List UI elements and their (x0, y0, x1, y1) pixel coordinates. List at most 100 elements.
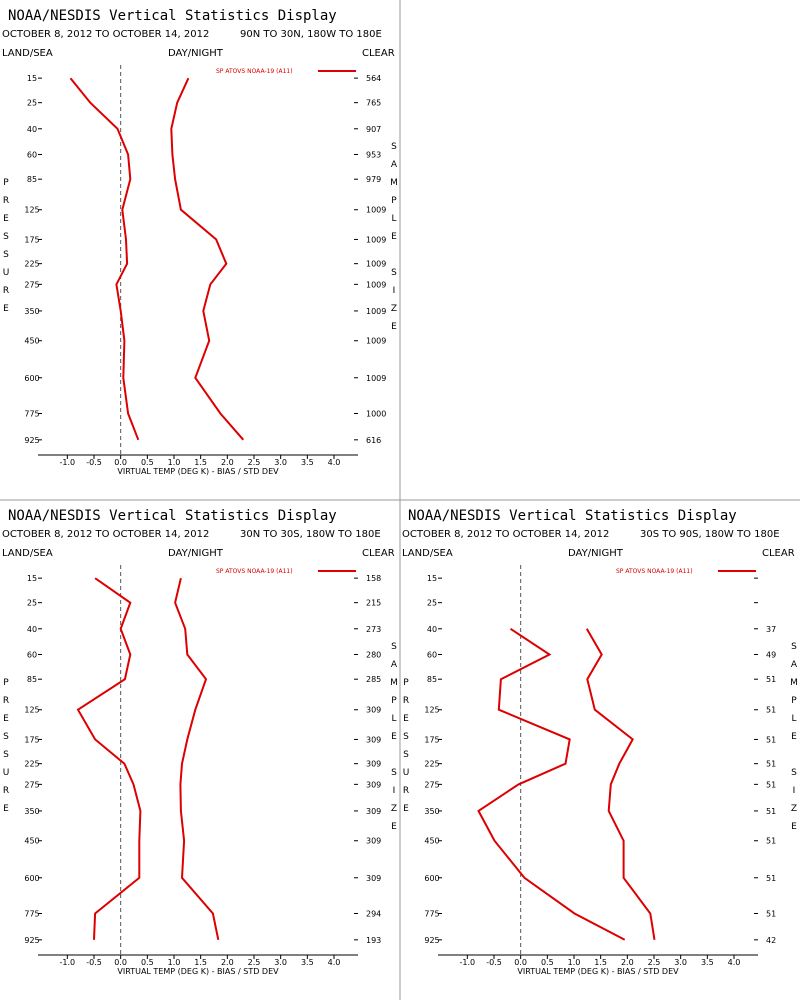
sample-size: 1009 (366, 337, 386, 346)
x-tick-label: 1.0 (168, 958, 181, 967)
land-sea-label: LAND/SEA (2, 48, 53, 59)
right-axis-label: SAMPLE SIZE (389, 142, 399, 340)
chart-title: NOAA/NESDIS Vertical Statistics Display (8, 8, 337, 24)
y-tick-label: 40 (427, 625, 437, 634)
sample-size: 309 (366, 706, 381, 715)
sample-size: 37 (766, 625, 776, 634)
x-tick-label: 3.5 (701, 958, 714, 967)
right-axis-label: SAMPLE SIZE (789, 642, 799, 840)
y-tick-label: 225 (24, 260, 39, 269)
y-tick-label: 85 (427, 675, 437, 684)
land-sea-label: LAND/SEA (402, 548, 453, 559)
x-tick-label: 0.0 (114, 958, 127, 967)
y-tick-label: 15 (427, 574, 437, 583)
sample-size: 309 (366, 735, 381, 744)
y-tick-label: 125 (24, 706, 39, 715)
x-tick-label: -1.0 (460, 958, 476, 967)
y-tick-label: 85 (27, 175, 37, 184)
y-tick-label: 350 (24, 307, 39, 316)
sample-size: 49 (766, 650, 776, 659)
series-line (76, 577, 142, 940)
sample-size: 564 (366, 74, 381, 83)
x-tick-label: 1.0 (568, 958, 581, 967)
x-tick-label: 2.0 (621, 958, 634, 967)
y-tick-label: 225 (424, 760, 439, 769)
x-tick-label: 0.5 (141, 958, 154, 967)
sample-size: 765 (366, 99, 381, 108)
y-axis-label: PRESSURE (1, 678, 11, 822)
x-tick-label: 0.0 (114, 458, 127, 467)
y-tick-label: 350 (24, 807, 39, 816)
sample-size: 51 (766, 874, 776, 883)
x-tick-label: 2.5 (248, 958, 261, 967)
region: 30N TO 30S, 180W TO 180E (240, 529, 381, 540)
x-tick-label: 3.5 (301, 958, 314, 967)
chart-title: NOAA/NESDIS Vertical Statistics Display (408, 508, 737, 524)
sample-size: 51 (766, 807, 776, 816)
y-tick-label: 775 (24, 909, 39, 918)
y-axis-label: PRESSURE (401, 678, 411, 822)
x-tick-label: 0.0 (514, 958, 527, 967)
x-tick-label: 4.0 (328, 458, 341, 467)
x-tick-label: 4.0 (728, 958, 741, 967)
clear-label: CLEAR (362, 48, 395, 59)
right-axis-label: SAMPLE SIZE (389, 642, 399, 840)
y-tick-label: 85 (27, 675, 37, 684)
sample-size: 215 (366, 599, 381, 608)
y-tick-label: 60 (27, 650, 37, 659)
chart-panel: NOAA/NESDIS Vertical Statistics Display O… (1, 8, 399, 476)
sample-size: 273 (366, 625, 381, 634)
day-night-label: DAY/NIGHT (168, 48, 224, 59)
y-tick-label: 25 (427, 599, 437, 608)
x-axis-label: VIRTUAL TEMP (DEG K) - BIAS / STD DEV (117, 967, 279, 976)
sample-size: 51 (766, 760, 776, 769)
series-line (477, 627, 626, 941)
legend-label: SP ATOVS NOAA-19 (A11) (216, 568, 293, 575)
series-line (174, 577, 220, 941)
x-tick-label: 1.0 (168, 458, 181, 467)
y-tick-label: 275 (24, 780, 39, 789)
y-tick-label: 175 (424, 735, 439, 744)
x-tick-label: -1.0 (60, 958, 76, 967)
legend-label: SP ATOVS NOAA-19 (A11) (616, 568, 693, 575)
y-tick-label: 175 (24, 735, 39, 744)
sample-size: 1009 (366, 307, 386, 316)
x-axis-label: VIRTUAL TEMP (DEG K) - BIAS / STD DEV (117, 467, 279, 476)
sample-size: 51 (766, 706, 776, 715)
sample-size: 294 (366, 909, 381, 918)
day-night-label: DAY/NIGHT (168, 548, 224, 559)
y-tick-label: 450 (24, 837, 39, 846)
y-tick-label: 775 (424, 909, 439, 918)
sample-size: 953 (366, 150, 381, 159)
sample-size: 193 (366, 936, 381, 945)
x-tick-label: 0.5 (541, 958, 554, 967)
y-tick-label: 225 (24, 760, 39, 769)
x-tick-label: 2.0 (221, 958, 234, 967)
x-tick-label: -0.5 (486, 958, 502, 967)
date-range: OCTOBER 8, 2012 TO OCTOBER 14, 2012 (2, 529, 209, 540)
series-line (69, 77, 140, 441)
date-range: OCTOBER 8, 2012 TO OCTOBER 14, 2012 (402, 529, 609, 540)
series-line (170, 77, 245, 441)
y-tick-label: 925 (24, 936, 39, 945)
y-tick-label: 275 (24, 280, 39, 289)
sample-size: 616 (366, 436, 381, 445)
sample-size: 1009 (366, 374, 386, 383)
sample-size: 1009 (366, 235, 386, 244)
sample-size: 51 (766, 675, 776, 684)
x-tick-label: 1.5 (594, 958, 607, 967)
y-tick-label: 450 (424, 837, 439, 846)
chart-panel: NOAA/NESDIS Vertical Statistics Display O… (1, 508, 399, 976)
land-sea-label: LAND/SEA (2, 548, 53, 559)
clear-label: CLEAR (362, 548, 395, 559)
sample-size: 309 (366, 807, 381, 816)
region: 30S TO 90S, 180W TO 180E (640, 529, 780, 540)
y-tick-label: 925 (24, 436, 39, 445)
series-line (585, 628, 656, 940)
y-tick-label: 60 (27, 150, 37, 159)
y-tick-label: 600 (424, 874, 439, 883)
sample-size: 979 (366, 175, 381, 184)
x-tick-label: 3.5 (301, 458, 314, 467)
x-tick-label: 3.0 (274, 458, 287, 467)
